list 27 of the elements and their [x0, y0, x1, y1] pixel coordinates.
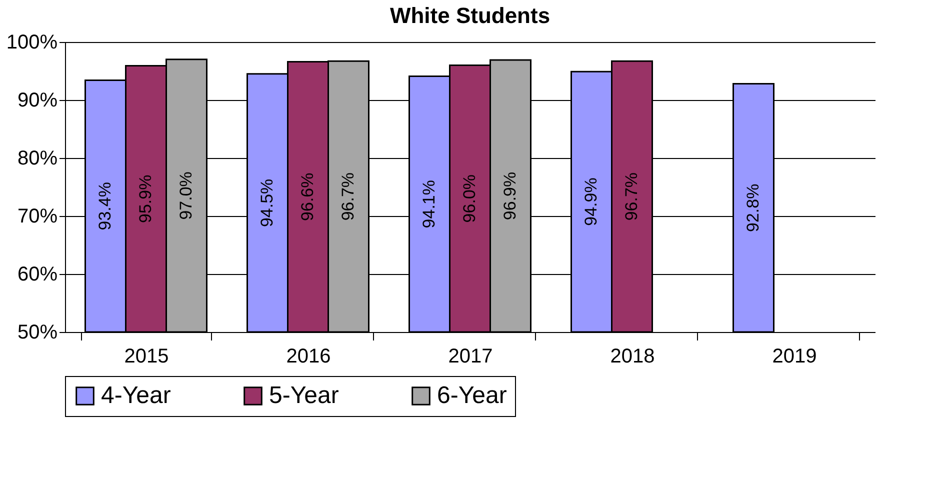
y-tick-label: 50% [17, 322, 58, 344]
data-label: 94.9% [582, 178, 600, 226]
y-tick-label: 100% [6, 32, 58, 54]
data-label: 96.9% [500, 172, 520, 220]
data-label: 94.5% [258, 178, 276, 228]
data-label: 93.4% [96, 182, 114, 230]
data-label: 92.8% [744, 184, 762, 232]
data-label: 94.1% [420, 180, 438, 228]
y-tick-label: 60% [17, 264, 58, 286]
legend-label: 6-Year [437, 382, 507, 409]
y-tick-label: 90% [17, 90, 58, 112]
x-tick-label: 2019 [772, 346, 817, 368]
x-tick-label: 2015 [124, 346, 169, 368]
legend-label: 5-Year [269, 382, 339, 409]
y-tick-label: 80% [17, 148, 58, 170]
data-label: 96.6% [298, 172, 317, 221]
data-label: 96.0% [460, 174, 479, 223]
legend-label: 4-Year [101, 382, 171, 409]
data-label: 95.9% [136, 174, 155, 223]
x-tick-label: 2016 [286, 346, 331, 368]
data-label: 97.0% [176, 172, 196, 220]
y-tick-label: 70% [17, 206, 58, 228]
x-tick-label: 2018 [610, 346, 655, 368]
chart-title: White Students [390, 3, 550, 28]
data-label: 96.7% [622, 172, 641, 221]
x-tick-label: 2017 [448, 346, 493, 368]
data-label: 96.7% [338, 172, 358, 221]
